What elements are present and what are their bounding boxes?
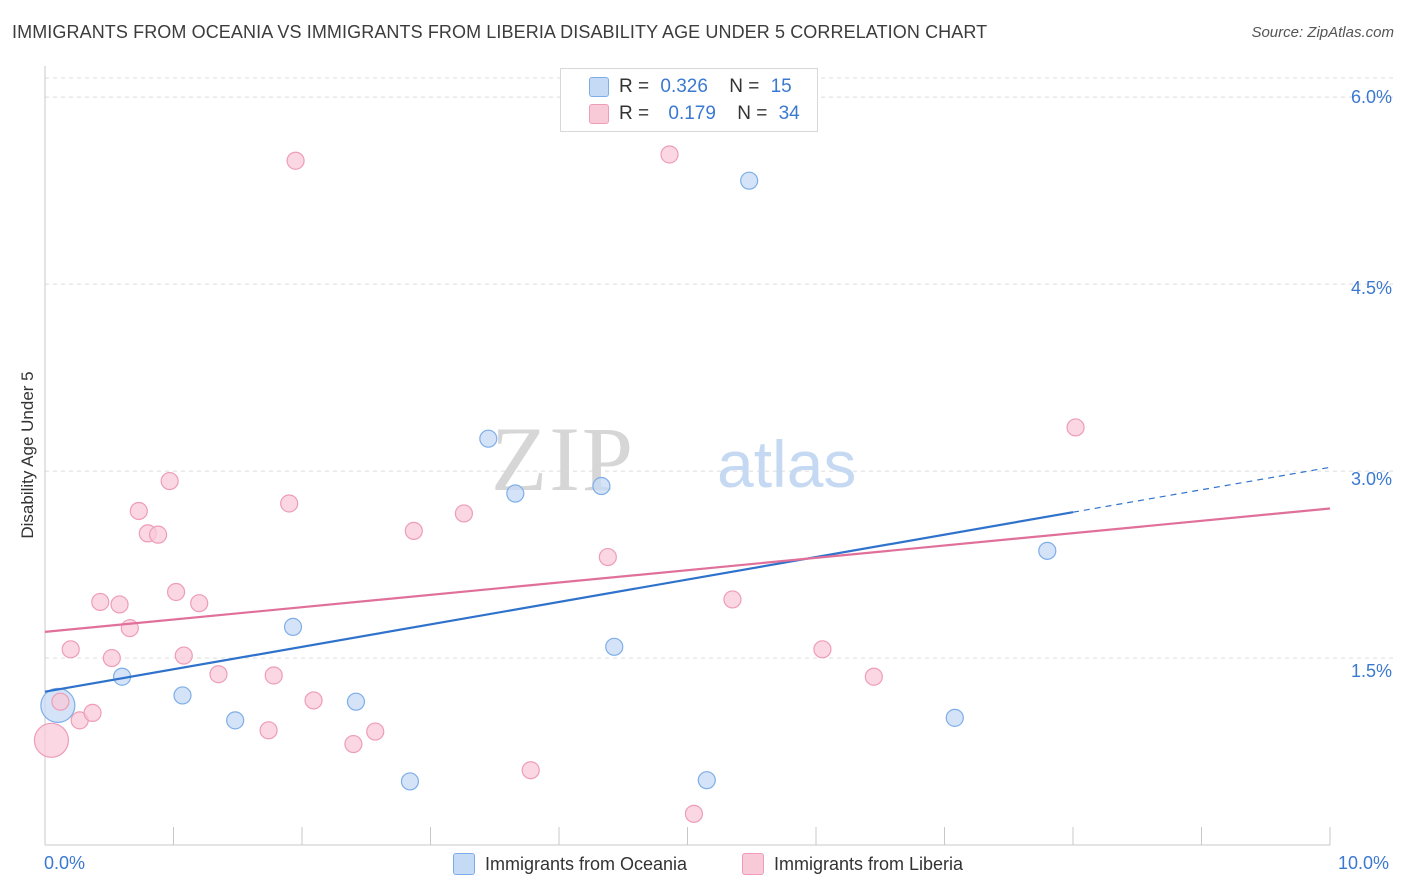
point-oceania-8 [506,484,525,503]
data-points [33,145,1085,823]
point-oceania-3 [226,711,245,730]
point-liberia-11 [148,525,168,544]
point-liberia-30 [723,590,742,609]
chart-title: IMMIGRANTS FROM OCEANIA VS IMMIGRANTS FR… [12,22,988,42]
legend-label-oceania: Immigrants from Oceania [485,853,688,874]
y-tick-4-5: 4.5% [1350,278,1392,298]
point-liberia-15 [190,594,209,613]
point-oceania-11 [697,771,716,790]
point-liberia-26 [521,761,540,780]
trend-line-liberia [44,507,1331,633]
point-oceania-2 [173,686,192,705]
legend-text-liberia: R = 0.179 N = 34 [619,103,800,124]
point-liberia-1 [51,692,70,711]
point-liberia-2 [61,640,80,659]
point-oceania-9 [592,476,611,496]
point-liberia-27 [598,547,617,567]
point-liberia-12 [160,471,179,491]
point-liberia-14 [174,646,193,665]
point-oceania-7 [479,429,498,448]
source-label: Source: ZipAtlas.com [1251,24,1394,41]
point-liberia-5 [91,592,110,612]
point-liberia-17 [259,721,278,740]
point-liberia-9 [129,501,148,521]
point-liberia-13 [166,582,186,602]
trend-lines [44,466,1331,693]
y-tick-6-0: 6.0% [1350,87,1392,107]
point-oceania-14 [1038,541,1057,560]
correlation-legend: R = 0.326 N = 15 R = 0.179 N = 34 [560,68,818,132]
legend-label-liberia: Immigrants from Liberia [774,853,964,874]
point-liberia-0 [33,722,70,758]
swatch-liberia-icon [589,104,609,124]
point-oceania-5 [346,692,366,711]
point-oceania-6 [400,772,420,791]
point-oceania-4 [283,617,303,636]
point-liberia-19 [280,494,299,513]
watermark-atlas: atlas [717,427,856,501]
point-liberia-22 [344,734,363,754]
point-liberia-31 [813,640,832,659]
legend-item-liberia: Immigrants from Liberia [742,852,963,876]
point-liberia-24 [404,521,423,541]
legend-swatch-liberia-icon [742,853,764,875]
point-liberia-21 [304,691,323,710]
point-liberia-23 [366,722,385,741]
point-oceania-12 [740,171,759,190]
point-liberia-33 [1066,418,1085,437]
axes [44,66,1331,846]
x-tick-min: 0.0% [44,853,86,873]
legend-swatch-oceania-icon [453,853,475,875]
trend-line-extension-oceania [1072,466,1331,513]
point-liberia-4 [83,703,102,722]
point-liberia-18 [264,666,283,685]
point-liberia-32 [864,667,883,686]
point-liberia-29 [684,804,704,823]
swatch-oceania-icon [589,77,609,97]
point-liberia-20 [286,151,305,170]
point-liberia-7 [110,595,129,614]
gridlines [45,77,1395,659]
point-liberia-6 [102,648,121,668]
legend-item-oceania: Immigrants from Oceania [453,852,687,876]
point-oceania-10 [605,637,624,656]
point-oceania-13 [945,708,964,727]
point-liberia-25 [454,504,474,523]
x-tick-max: 10.0% [1338,853,1390,873]
point-liberia-28 [660,145,679,164]
y-tick-3-0: 3.0% [1350,469,1392,489]
legend-text-oceania: R = 0.326 N = 15 [619,76,792,97]
trend-line-oceania [44,511,1074,693]
y-tick-1-5: 1.5% [1350,661,1392,681]
point-liberia-16 [209,665,228,684]
